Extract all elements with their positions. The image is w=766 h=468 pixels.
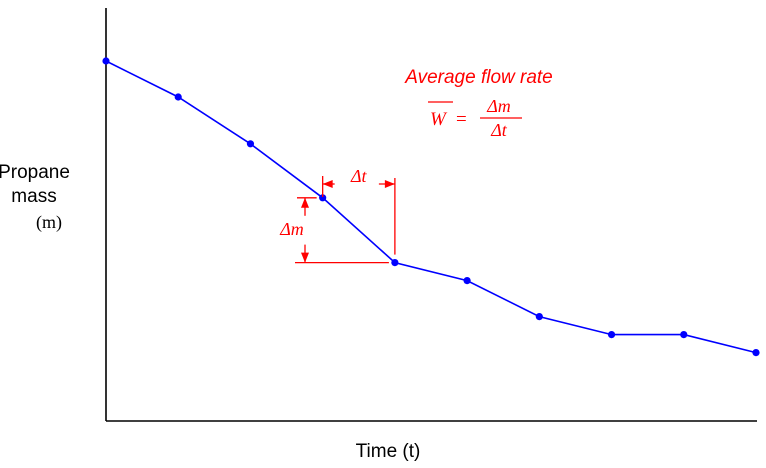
data-point-2	[246, 140, 255, 148]
data-point-0	[102, 57, 110, 65]
data-point-7	[607, 331, 616, 339]
formula-equals: =	[456, 109, 467, 130]
y-axis-label-line2: mass	[11, 186, 56, 207]
formula-numerator: Δm	[486, 96, 511, 116]
data-point-3	[319, 194, 327, 202]
annotation-title: Average flow rate	[404, 67, 553, 88]
data-point-8	[680, 331, 688, 339]
delta-m-top-arrowhead	[301, 197, 309, 208]
series-line	[105, 60, 757, 354]
y-axis-symbol: (m)	[36, 212, 62, 233]
formula-lhs: W	[430, 109, 448, 130]
y-axis-label-line1: Propane	[0, 162, 70, 183]
x-axis-label: Time (t)	[356, 441, 421, 462]
delta-m-bottom-arrowhead	[301, 252, 309, 263]
data-point-5	[463, 277, 471, 285]
data-point-4	[391, 259, 399, 267]
formula-denominator: Δt	[490, 120, 508, 140]
flow-rate-annotation: Average flow rate W = Δm Δt Δt Δm	[279, 67, 553, 264]
data-point-6	[535, 313, 543, 321]
delta-m-label: Δm	[279, 219, 304, 239]
data-point-9	[752, 349, 760, 357]
delta-t-label: Δt	[350, 166, 368, 186]
data-points	[102, 57, 760, 357]
delta-t-left-arrowhead	[322, 180, 333, 188]
delta-t-right-arrowhead	[384, 180, 395, 188]
data-point-1	[174, 93, 182, 101]
